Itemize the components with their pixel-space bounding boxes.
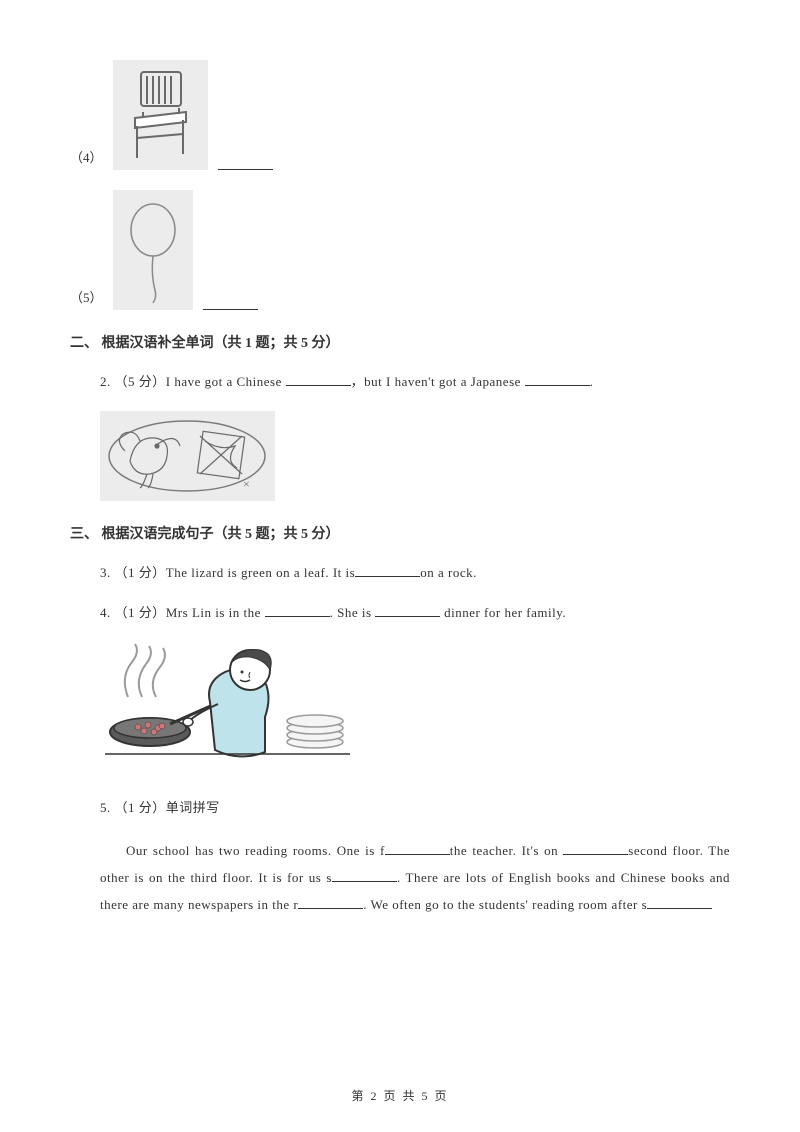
chair-image xyxy=(113,60,208,170)
chair-icon xyxy=(123,68,198,163)
parrot-kite-icon: × xyxy=(105,416,270,496)
q2-blank-1[interactable] xyxy=(286,372,351,386)
section-2-heading: 二、 根据汉语补全单词（共 1 题；共 5 分） xyxy=(70,332,730,352)
q5-text-e: . We often go to the students' reading r… xyxy=(363,897,647,912)
parrot-kite-image: × xyxy=(100,411,275,501)
item-5-row: （5） xyxy=(70,190,730,310)
question-5-head: 5. （1 分）单词拼写 xyxy=(100,796,730,821)
q5-blank-4[interactable] xyxy=(298,895,363,909)
q5-blank-2[interactable] xyxy=(563,841,628,855)
q5-blank-3[interactable] xyxy=(332,868,397,882)
q2-blank-2[interactable] xyxy=(525,372,590,386)
q2-text-c: . xyxy=(590,374,594,389)
q5-text-a: Our school has two reading rooms. One is… xyxy=(126,843,385,858)
q4-blank-1[interactable] xyxy=(265,603,330,617)
item-4-blank[interactable] xyxy=(218,156,273,170)
q2-text-a: 2. （5 分）I have got a Chinese xyxy=(100,374,286,389)
question-5-paragraph: Our school has two reading rooms. One is… xyxy=(100,837,730,919)
question-2: 2. （5 分）I have got a Chinese ，but I have… xyxy=(100,370,730,395)
q4-text-b: . She is xyxy=(330,605,376,620)
cooking-image xyxy=(100,642,350,776)
q3-text-b: on a rock. xyxy=(420,565,477,580)
cooking-icon xyxy=(100,642,350,772)
item-4-row: （4） xyxy=(70,60,730,170)
item-5-blank[interactable] xyxy=(203,296,258,310)
q5-blank-1[interactable] xyxy=(385,841,450,855)
q4-image-wrap xyxy=(100,642,730,776)
item-4-label: （4） xyxy=(70,147,103,170)
question-3: 3. （1 分）The lizard is green on a leaf. I… xyxy=(100,561,730,586)
balloon-icon xyxy=(123,195,183,305)
q3-blank[interactable] xyxy=(355,563,420,577)
page-footer: 第 2 页 共 5 页 xyxy=(0,1087,800,1104)
balloon-image xyxy=(113,190,193,310)
q4-text-a: 4. （1 分）Mrs Lin is in the xyxy=(100,605,265,620)
question-4: 4. （1 分）Mrs Lin is in the . She is dinne… xyxy=(100,601,730,626)
q2-image-wrap: × xyxy=(100,411,730,501)
item-5-label: （5） xyxy=(70,287,103,310)
q4-text-c: dinner for her family. xyxy=(440,605,566,620)
section-3-heading: 三、 根据汉语完成句子（共 5 题；共 5 分） xyxy=(70,523,730,543)
q5-blank-5[interactable] xyxy=(647,895,712,909)
q2-text-b: ，but I haven't got a Japanese xyxy=(351,374,525,389)
q5-text-b: the teacher. It's on xyxy=(450,843,563,858)
cross-mark: × xyxy=(243,477,250,491)
q4-blank-2[interactable] xyxy=(375,603,440,617)
q3-text-a: 3. （1 分）The lizard is green on a leaf. I… xyxy=(100,565,355,580)
